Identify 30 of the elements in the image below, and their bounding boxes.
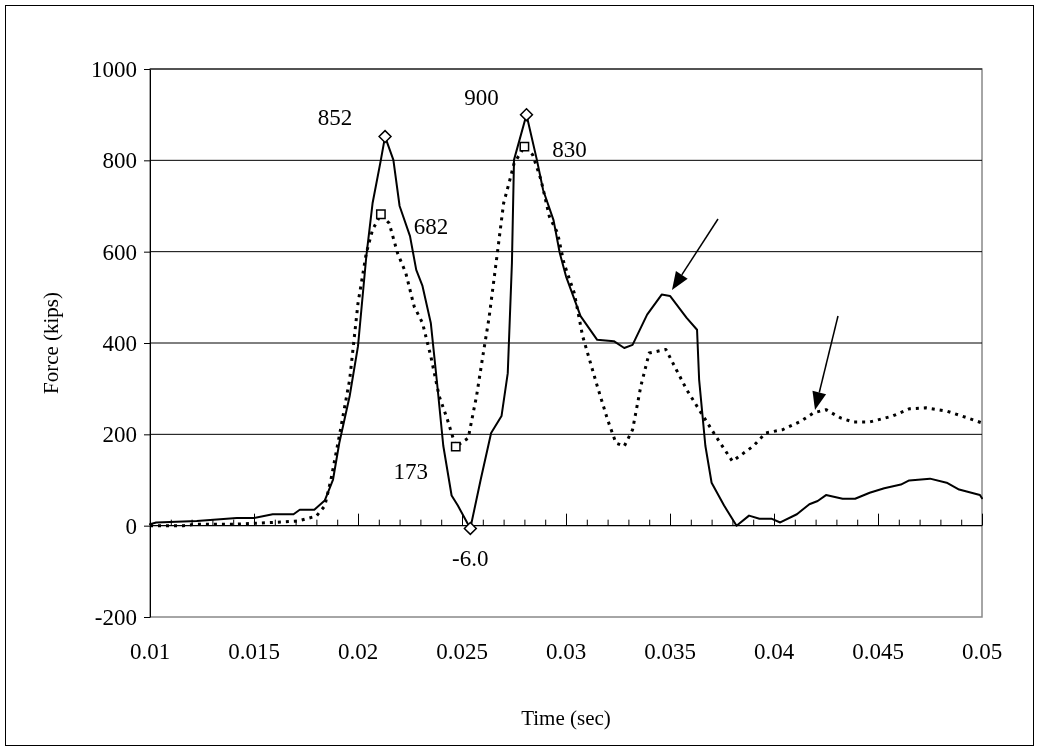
point bbox=[519, 107, 534, 122]
x-tick-label: 0.035 bbox=[644, 639, 696, 664]
y-tick-label: 200 bbox=[102, 422, 137, 448]
point bbox=[378, 129, 392, 144]
point bbox=[450, 441, 461, 452]
y-tick-label: 0 bbox=[125, 513, 137, 539]
point bbox=[375, 209, 386, 220]
x-tick-label: 0.045 bbox=[852, 639, 904, 664]
x-tick-label: 0.04 bbox=[753, 639, 795, 664]
x-tick-label: 0.025 bbox=[436, 639, 488, 664]
y-tick-label: 800 bbox=[102, 148, 137, 174]
data-label: 852 bbox=[317, 104, 353, 130]
x-tick-label: 0.015 bbox=[228, 639, 280, 664]
x-tick-label: 0.01 bbox=[129, 639, 171, 664]
data-label: -6.0 bbox=[452, 546, 489, 572]
point bbox=[519, 141, 530, 152]
x-tick-label: 0.03 bbox=[545, 639, 587, 664]
data-label: 173 bbox=[393, 458, 429, 484]
y-tick-label: 400 bbox=[102, 330, 137, 356]
y-axis-title: Force (kips) bbox=[39, 291, 63, 395]
point bbox=[463, 521, 478, 536]
x-axis-title: Time (sec) bbox=[521, 706, 611, 730]
x-tick-label: 0.02 bbox=[337, 639, 379, 664]
x-tick-label: 0.05 bbox=[961, 639, 1003, 664]
data-label: 900 bbox=[464, 84, 499, 110]
y-tick-label: 600 bbox=[102, 239, 137, 265]
y-tick-label: 1000 bbox=[91, 56, 137, 82]
y-tick-label: -200 bbox=[94, 604, 137, 630]
data-label: 830 bbox=[552, 136, 587, 162]
data-label: 682 bbox=[413, 214, 449, 240]
